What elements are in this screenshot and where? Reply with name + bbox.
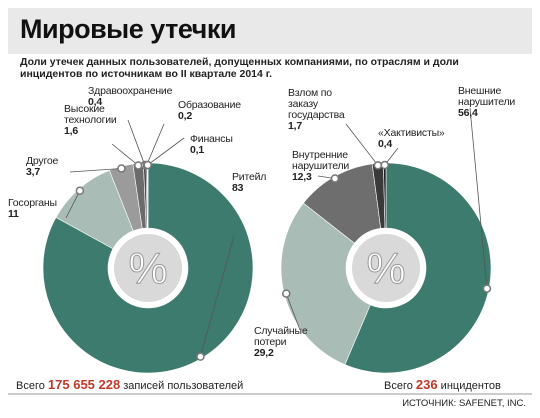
label-dot bbox=[373, 161, 383, 170]
total-prefix: Всего bbox=[384, 380, 413, 392]
slice-label: Случайные потери 29,2 bbox=[254, 326, 318, 359]
value-label: 1,7 bbox=[288, 120, 302, 132]
center-symbol: % bbox=[366, 244, 405, 293]
center-disc bbox=[352, 234, 420, 302]
value-label: 0,4 bbox=[378, 138, 392, 150]
label-dot bbox=[330, 174, 340, 183]
value-label: 0,4 bbox=[88, 96, 102, 108]
leader-line bbox=[69, 168, 122, 173]
category-name: «Хактивисты» bbox=[378, 127, 445, 139]
label-dot bbox=[482, 284, 492, 293]
slice-label: Внешние нарушители 56,4 bbox=[458, 86, 522, 119]
label-dot bbox=[196, 352, 205, 361]
category-name: Здравоохранение bbox=[88, 85, 173, 97]
label-dot bbox=[143, 160, 152, 170]
value-label: 11 bbox=[8, 208, 19, 220]
leader-line bbox=[127, 119, 146, 166]
slice-label: Высокие технологии 1,6 bbox=[64, 104, 126, 137]
slice-label: «Хактивисты» 0,4 bbox=[378, 128, 445, 150]
slice-label: Госорганы 11 bbox=[8, 198, 57, 220]
total-suffix: инцидентов bbox=[440, 380, 501, 392]
center-disc bbox=[114, 234, 182, 302]
label-dot bbox=[75, 186, 85, 195]
value-label: 29,2 bbox=[254, 347, 274, 359]
slice-label: Внутренние нарушители 12,3 bbox=[292, 150, 364, 183]
slice bbox=[280, 202, 371, 366]
value-label: 83 bbox=[232, 182, 244, 194]
category-name: Госорганы bbox=[8, 197, 57, 209]
value-label: 12,3 bbox=[292, 171, 312, 183]
category-name: Случайные потери bbox=[254, 325, 308, 348]
label-dot bbox=[117, 164, 126, 173]
leader-line bbox=[345, 123, 379, 166]
total-value: 236 bbox=[415, 377, 438, 392]
donut: % bbox=[280, 162, 492, 374]
category-name: Взлом по заказу государства bbox=[288, 87, 345, 121]
value-label: 56,4 bbox=[458, 107, 478, 119]
header-band bbox=[8, 8, 532, 54]
category-name: Высокие технологии bbox=[64, 103, 117, 126]
value-label: 3,7 bbox=[26, 166, 40, 178]
category-name: Другое bbox=[26, 155, 59, 167]
label-dot bbox=[380, 160, 389, 170]
source: ИСТОЧНИК: SAFENET, INC. bbox=[402, 398, 526, 409]
total-value: 175 655 228 bbox=[47, 377, 121, 392]
donut: % bbox=[42, 162, 254, 374]
leader-line bbox=[469, 107, 488, 289]
leader-line bbox=[111, 143, 139, 166]
slice bbox=[42, 162, 254, 374]
category-name: Образование bbox=[178, 99, 241, 111]
slice-label: Здравоохранение 0,4 bbox=[88, 86, 172, 108]
total: Всего 175 655 228 записей пользователей bbox=[16, 377, 243, 392]
slice bbox=[344, 162, 492, 374]
leader-line bbox=[285, 293, 301, 331]
slice bbox=[147, 162, 149, 229]
category-name: Внешние нарушители bbox=[458, 85, 516, 108]
leader-line bbox=[147, 137, 185, 166]
leader-line bbox=[65, 190, 81, 219]
slice-label: Ритейл 83 bbox=[232, 172, 266, 194]
total-suffix: записей пользователей bbox=[123, 380, 244, 392]
leader-line bbox=[200, 235, 235, 357]
category-name: Ритейл bbox=[232, 171, 267, 183]
slice-label: Финансы 0,1 bbox=[190, 134, 233, 156]
total: Всего 236 инцидентов bbox=[384, 377, 501, 392]
value-label: 0,1 bbox=[190, 144, 204, 156]
center-symbol: % bbox=[128, 244, 167, 293]
category-name: Внутренние нарушители bbox=[292, 149, 350, 172]
value-label: 0,2 bbox=[178, 110, 192, 122]
label-dot bbox=[281, 289, 291, 298]
slice-label: Взлом по заказу государства 1,7 bbox=[288, 88, 362, 132]
category-name: Финансы bbox=[190, 133, 233, 145]
value-label: 1,6 bbox=[64, 125, 78, 137]
leader-line bbox=[146, 123, 165, 166]
subtitle: Доли утечек данных пользователей, допуще… bbox=[20, 56, 459, 80]
slice-label: Другое 3,7 bbox=[26, 156, 58, 178]
slice-label: Образование 0,2 bbox=[178, 100, 241, 122]
total-prefix: Всего bbox=[16, 380, 45, 392]
title: Мировые утечки bbox=[20, 14, 236, 44]
